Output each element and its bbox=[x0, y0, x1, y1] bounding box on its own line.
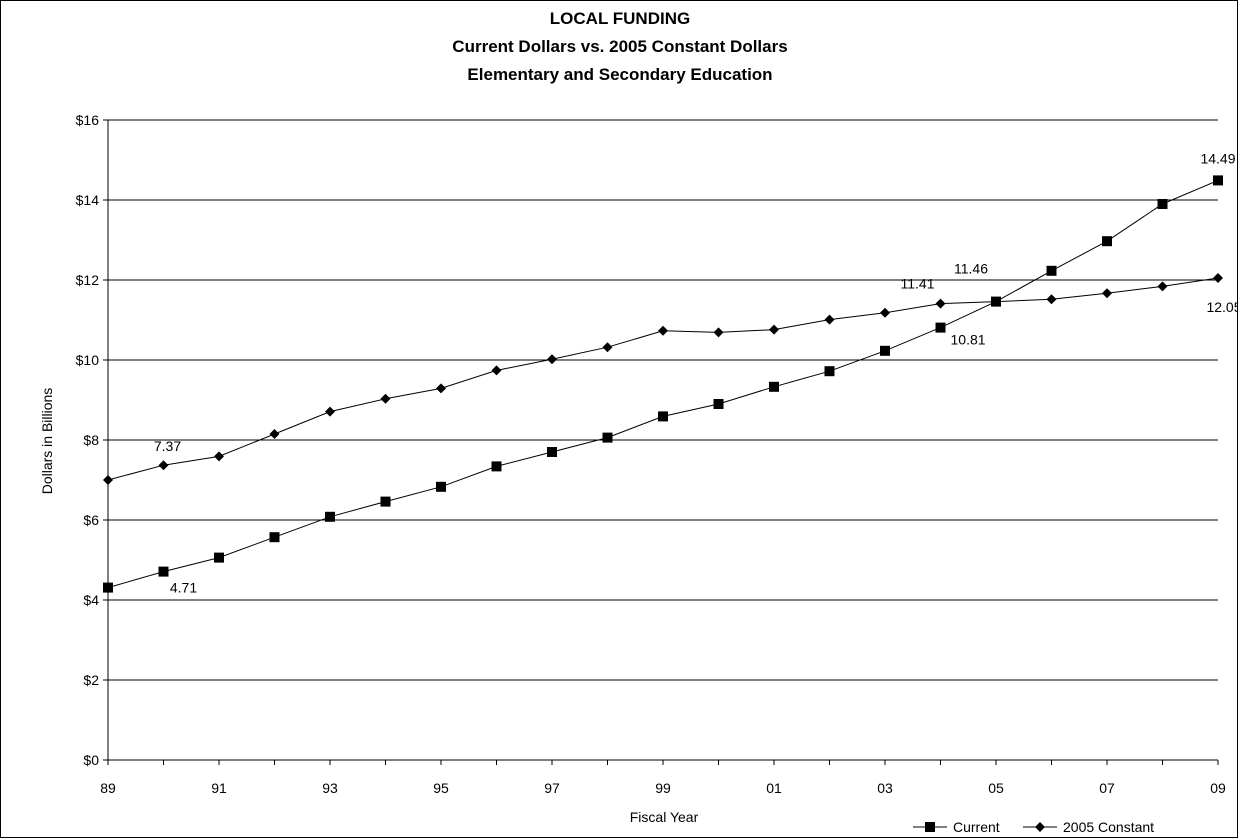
y-tick-label: $14 bbox=[76, 192, 100, 208]
data-label: 4.71 bbox=[170, 580, 197, 596]
data-label: 7.37 bbox=[154, 438, 181, 454]
x-tick-label: 93 bbox=[322, 780, 338, 796]
data-point-constant bbox=[1046, 294, 1057, 305]
x-axis-title: Fiscal Year bbox=[630, 809, 699, 825]
data-point-constant bbox=[269, 429, 280, 439]
data-point-constant bbox=[824, 314, 835, 325]
data-point-constant bbox=[713, 327, 724, 338]
data-point-current bbox=[1157, 199, 1168, 209]
data-point-current bbox=[547, 447, 557, 457]
y-axis-title: Dollars in Billions bbox=[39, 388, 55, 495]
data-point-current bbox=[713, 399, 724, 409]
data-point-constant bbox=[1157, 281, 1168, 292]
y-tick-label: $12 bbox=[76, 272, 100, 288]
data-point-constant bbox=[769, 324, 779, 335]
data-point-constant bbox=[1213, 273, 1223, 283]
data-label: 11.41 bbox=[901, 276, 935, 292]
legend-marker bbox=[925, 822, 935, 832]
data-point-current bbox=[1213, 175, 1223, 186]
data-point-current bbox=[214, 552, 224, 563]
data-point-constant bbox=[880, 307, 890, 318]
x-tick-label: 01 bbox=[766, 780, 782, 796]
data-point-constant bbox=[602, 342, 613, 353]
chart-title-line-2: Current Dollars vs. 2005 Constant Dollar… bbox=[452, 37, 787, 56]
data-point-current bbox=[935, 322, 946, 333]
data-point-constant bbox=[325, 406, 335, 417]
data-point-constant bbox=[658, 325, 668, 336]
x-tick-label: 91 bbox=[211, 780, 227, 796]
data-point-current bbox=[769, 381, 779, 392]
data-point-constant bbox=[547, 354, 557, 365]
legend-label: Current bbox=[953, 819, 1000, 835]
x-tick-label: 03 bbox=[877, 780, 893, 796]
data-point-current bbox=[880, 345, 890, 356]
data-point-current bbox=[1102, 236, 1112, 247]
x-tick-label: 89 bbox=[100, 780, 116, 796]
chart-title: LOCAL FUNDING Current Dollars vs. 2005 C… bbox=[452, 9, 787, 84]
y-tick-label: $0 bbox=[83, 752, 99, 768]
data-point-constant bbox=[991, 296, 1001, 307]
data-point-current bbox=[325, 511, 335, 522]
data-point-current bbox=[824, 366, 835, 377]
data-point-constant bbox=[935, 298, 946, 309]
chart-title-line-3: Elementary and Secondary Education bbox=[467, 65, 772, 84]
x-tick-label: 99 bbox=[655, 780, 671, 796]
data-labels: 4.71 10.81 11.46 14.49 7.37 11.41 12.05 bbox=[154, 150, 1238, 595]
data-point-constant bbox=[214, 451, 224, 462]
x-tick-label: 97 bbox=[544, 780, 560, 796]
series-line-constant bbox=[107, 277, 1219, 481]
y-tick-label: $4 bbox=[83, 592, 99, 608]
legend: Current 2005 Constant bbox=[913, 819, 1154, 835]
plot-series bbox=[103, 175, 1223, 593]
x-tick-label: 95 bbox=[433, 780, 449, 796]
axes: $0 $2 $4 $6 $8 $10 $12 $14 $16 89 91 93 95 97 99 01 03 05… bbox=[76, 112, 1226, 796]
data-label: 12.05 bbox=[1206, 299, 1238, 315]
data-point-current bbox=[103, 582, 113, 593]
legend-label: 2005 Constant bbox=[1063, 819, 1154, 835]
gridlines bbox=[108, 119, 1218, 681]
data-point-constant bbox=[491, 365, 502, 376]
data-label: 11.46 bbox=[954, 261, 988, 277]
chart-title-line-1: LOCAL FUNDING bbox=[550, 9, 690, 28]
data-point-current bbox=[380, 496, 391, 507]
data-point-constant bbox=[103, 475, 113, 485]
legend-marker bbox=[1035, 822, 1045, 832]
data-point-constant bbox=[1102, 288, 1112, 299]
data-point-constant bbox=[436, 383, 446, 394]
data-point-constant bbox=[158, 460, 169, 471]
data-point-constant bbox=[380, 393, 391, 404]
data-point-current bbox=[158, 566, 169, 577]
x-tick-label: 07 bbox=[1099, 780, 1115, 796]
data-label: 10.81 bbox=[951, 332, 986, 348]
data-point-current bbox=[491, 461, 502, 472]
y-tick-label: $2 bbox=[83, 672, 99, 688]
y-tick-label: $16 bbox=[76, 112, 100, 128]
y-tick-label: $10 bbox=[76, 352, 100, 368]
data-point-current bbox=[602, 432, 613, 443]
y-tick-label: $8 bbox=[83, 432, 99, 448]
x-tick-label: 05 bbox=[988, 780, 1004, 796]
data-label: 14.49 bbox=[1200, 150, 1235, 166]
series-line-current bbox=[107, 179, 1219, 589]
x-tick-label: 09 bbox=[1210, 780, 1226, 796]
data-point-current bbox=[269, 532, 280, 543]
data-point-current bbox=[1046, 265, 1057, 276]
y-tick-label: $6 bbox=[83, 512, 99, 528]
data-point-current bbox=[436, 481, 446, 492]
data-point-current bbox=[658, 411, 668, 422]
